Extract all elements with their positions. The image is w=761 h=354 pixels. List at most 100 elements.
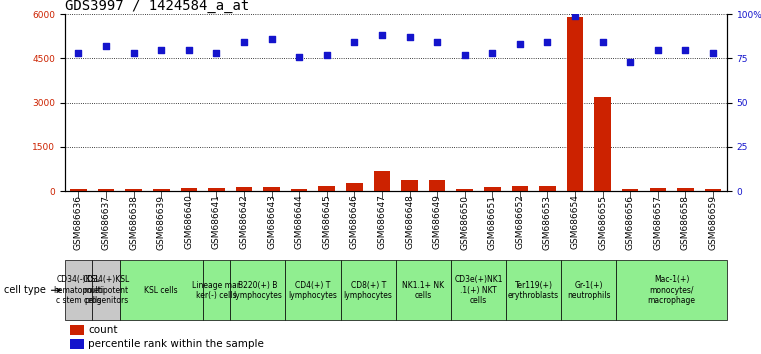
Point bbox=[183, 47, 195, 52]
Point bbox=[128, 50, 140, 56]
Text: cell type: cell type bbox=[4, 285, 61, 295]
Text: Ter119(+)
erythroblasts: Ter119(+) erythroblasts bbox=[508, 281, 559, 300]
Bar bbox=[561, 260, 616, 320]
Point bbox=[431, 40, 443, 45]
Bar bbox=[318, 186, 335, 191]
Bar bbox=[539, 186, 556, 191]
Text: CD8(+) T
lymphocytes: CD8(+) T lymphocytes bbox=[344, 281, 393, 300]
Text: GSM686652: GSM686652 bbox=[515, 195, 524, 250]
Point bbox=[680, 47, 692, 52]
Bar bbox=[65, 260, 92, 320]
Bar bbox=[230, 260, 285, 320]
Text: B220(+) B
lymphocytes: B220(+) B lymphocytes bbox=[234, 281, 282, 300]
Text: Mac-1(+)
monocytes/
macrophage: Mac-1(+) monocytes/ macrophage bbox=[648, 275, 696, 305]
Bar bbox=[567, 17, 584, 191]
Text: GSM686651: GSM686651 bbox=[488, 195, 497, 250]
Point bbox=[569, 13, 581, 19]
Point bbox=[155, 47, 167, 52]
Text: count: count bbox=[88, 325, 118, 335]
Text: GSM686655: GSM686655 bbox=[598, 195, 607, 250]
Bar bbox=[70, 325, 84, 335]
Point bbox=[376, 33, 388, 38]
Bar bbox=[616, 260, 727, 320]
Text: GSM686643: GSM686643 bbox=[267, 195, 276, 250]
Text: GSM686656: GSM686656 bbox=[626, 195, 635, 250]
Point bbox=[651, 47, 664, 52]
Bar bbox=[451, 260, 506, 320]
Text: GSM686653: GSM686653 bbox=[543, 195, 552, 250]
Point bbox=[349, 40, 361, 45]
Text: GSM686646: GSM686646 bbox=[350, 195, 359, 250]
Bar bbox=[126, 189, 142, 191]
Text: CD34(-)KSL
hematopoieti
c stem cells: CD34(-)KSL hematopoieti c stem cells bbox=[53, 275, 104, 305]
Bar bbox=[594, 97, 611, 191]
Bar bbox=[506, 260, 561, 320]
Text: percentile rank within the sample: percentile rank within the sample bbox=[88, 339, 264, 349]
Text: CD4(+) T
lymphocytes: CD4(+) T lymphocytes bbox=[288, 281, 337, 300]
Text: GSM686636: GSM686636 bbox=[74, 195, 83, 250]
Bar bbox=[622, 189, 638, 191]
Text: GSM686642: GSM686642 bbox=[240, 195, 249, 249]
Bar bbox=[153, 189, 170, 191]
Text: GSM686641: GSM686641 bbox=[212, 195, 221, 250]
Bar bbox=[511, 186, 528, 191]
Bar bbox=[649, 188, 666, 191]
Text: GSM686659: GSM686659 bbox=[708, 195, 718, 250]
Point bbox=[266, 36, 278, 42]
Text: CD34(+)KSL
multipotent
progenitors: CD34(+)KSL multipotent progenitors bbox=[82, 275, 129, 305]
Text: GSM686638: GSM686638 bbox=[129, 195, 139, 250]
Point bbox=[459, 52, 471, 58]
Text: Gr-1(+)
neutrophils: Gr-1(+) neutrophils bbox=[567, 281, 610, 300]
Bar bbox=[340, 260, 396, 320]
Text: Lineage mar
ker(-) cells: Lineage mar ker(-) cells bbox=[193, 281, 240, 300]
Text: GSM686648: GSM686648 bbox=[405, 195, 414, 250]
Bar bbox=[263, 187, 280, 191]
Text: GSM686647: GSM686647 bbox=[377, 195, 387, 250]
Bar bbox=[401, 180, 418, 191]
Text: GSM686640: GSM686640 bbox=[184, 195, 193, 250]
Bar bbox=[70, 339, 84, 349]
Bar bbox=[70, 189, 87, 191]
Text: GSM686657: GSM686657 bbox=[653, 195, 662, 250]
Point bbox=[597, 40, 609, 45]
Text: GSM686658: GSM686658 bbox=[681, 195, 690, 250]
Text: GSM686645: GSM686645 bbox=[322, 195, 331, 250]
Bar bbox=[346, 183, 362, 191]
Bar bbox=[202, 260, 230, 320]
Text: GSM686644: GSM686644 bbox=[295, 195, 304, 249]
Text: GSM686637: GSM686637 bbox=[101, 195, 110, 250]
Point bbox=[486, 50, 498, 56]
Point bbox=[238, 40, 250, 45]
Bar bbox=[180, 188, 197, 191]
Text: GDS3997 / 1424584_a_at: GDS3997 / 1424584_a_at bbox=[65, 0, 249, 13]
Text: KSL cells: KSL cells bbox=[145, 286, 178, 295]
Point bbox=[514, 41, 526, 47]
Point bbox=[293, 54, 305, 59]
Bar bbox=[484, 187, 501, 191]
Bar bbox=[429, 180, 445, 191]
Text: GSM686650: GSM686650 bbox=[460, 195, 470, 250]
Bar bbox=[291, 189, 307, 191]
Bar bbox=[119, 260, 202, 320]
Text: CD3e(+)NK1
.1(+) NKT
cells: CD3e(+)NK1 .1(+) NKT cells bbox=[454, 275, 503, 305]
Point bbox=[541, 40, 553, 45]
Bar bbox=[374, 171, 390, 191]
Point bbox=[707, 50, 719, 56]
Bar bbox=[396, 260, 451, 320]
Point bbox=[403, 34, 416, 40]
Point bbox=[210, 50, 222, 56]
Bar bbox=[705, 189, 721, 191]
Point bbox=[72, 50, 84, 56]
Bar bbox=[236, 187, 252, 191]
Text: NK1.1+ NK
cells: NK1.1+ NK cells bbox=[403, 281, 444, 300]
Bar bbox=[209, 188, 224, 191]
Text: GSM686649: GSM686649 bbox=[432, 195, 441, 250]
Bar bbox=[457, 189, 473, 191]
Bar bbox=[97, 188, 114, 191]
Bar bbox=[285, 260, 341, 320]
Text: GSM686654: GSM686654 bbox=[571, 195, 580, 250]
Text: GSM686639: GSM686639 bbox=[157, 195, 166, 250]
Point bbox=[320, 52, 333, 58]
Point bbox=[100, 43, 112, 49]
Point bbox=[624, 59, 636, 65]
